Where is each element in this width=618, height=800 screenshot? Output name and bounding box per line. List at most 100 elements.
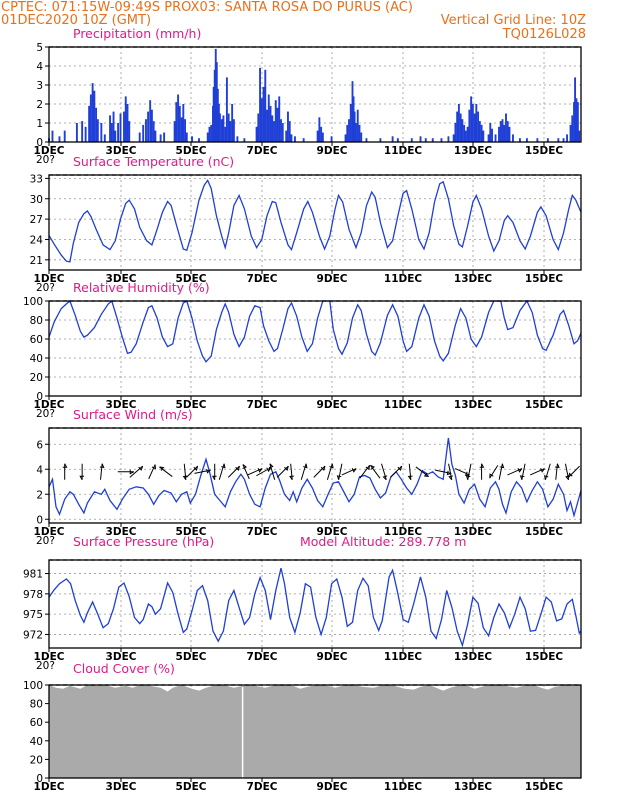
precip-bar — [302, 138, 305, 142]
precip-bar — [93, 90, 96, 142]
precip-bar — [243, 138, 246, 142]
precip-bar — [573, 102, 575, 142]
wind-arrowhead — [423, 472, 429, 478]
wind-arrow — [186, 465, 198, 478]
precip-bar — [379, 138, 382, 142]
wind-arrowhead — [79, 475, 85, 480]
precip-bar — [470, 96, 473, 142]
precip-bar — [396, 138, 399, 142]
panel-title: Cloud Cover (%) — [73, 661, 175, 676]
x-date-label: 11DEC — [384, 526, 423, 538]
y-tick-label: 20 — [30, 754, 43, 766]
y-tick-label: 0 — [36, 137, 43, 149]
precip-bar — [288, 121, 291, 142]
wind-arrowhead — [555, 463, 560, 469]
y-tick-label: 24 — [30, 234, 44, 246]
x-date-label: 13DEC — [454, 399, 493, 411]
precip-bar — [267, 94, 270, 142]
x-date-label: 5DEC — [176, 651, 207, 663]
precip-bar — [264, 69, 267, 142]
wind-arrowhead — [336, 475, 342, 480]
precip-bar — [576, 102, 579, 142]
precip-bar — [473, 113, 476, 142]
precip-bar — [191, 136, 193, 142]
precip-bar — [477, 111, 480, 142]
precip-bar — [571, 115, 574, 142]
x-date-label: 1DEC — [34, 273, 65, 285]
y-tick-label: 3 — [36, 80, 43, 92]
precip-bar — [114, 130, 117, 142]
precip-bar — [142, 124, 145, 142]
precip-bar — [232, 119, 235, 142]
wind-arrow — [256, 467, 271, 477]
precip-bar — [525, 138, 528, 142]
precip-bar — [103, 134, 106, 142]
precip-bar — [110, 123, 113, 142]
wind-arrow — [313, 465, 326, 478]
precip-bar — [75, 123, 78, 142]
precip-bar — [231, 104, 234, 142]
precip-bar — [173, 121, 176, 142]
cut-year-label: 20? — [36, 282, 55, 294]
series-line — [48, 437, 582, 519]
wind-arrowhead — [543, 475, 549, 480]
precip-bar — [185, 132, 188, 142]
x-date-label: 13DEC — [454, 273, 493, 285]
wind-arrowhead — [129, 469, 134, 475]
precip-bar — [419, 136, 422, 142]
y-tick-label: 981 — [23, 569, 43, 581]
precip-bar — [150, 109, 153, 142]
precip-bar — [255, 126, 258, 142]
precip-bar — [447, 136, 450, 142]
precip-bar — [198, 138, 200, 142]
precip-bar — [149, 100, 152, 142]
wind-arrow — [290, 463, 293, 480]
precip-bar — [287, 111, 289, 142]
panel-4: 0 2 4 6 1DEC 3DEC 5DEC 7DEC 9DEC 11DEC 13DEC 15DEC 2… — [34, 407, 582, 547]
precip-bar — [365, 138, 368, 142]
wind-arrow — [218, 463, 225, 480]
precip-bar — [236, 136, 239, 142]
x-date-label: 15DEC — [525, 399, 564, 411]
cut-year-label: 20? — [36, 408, 55, 420]
precip-bar — [505, 113, 507, 142]
x-date-label: 11DEC — [384, 781, 423, 793]
wind-arrowhead — [365, 465, 371, 471]
x-date-label: 3DEC — [106, 145, 137, 157]
precip-bar — [562, 138, 565, 142]
wind-arrow — [242, 464, 250, 480]
x-date-label: 1DEC — [34, 145, 65, 157]
precip-bar — [410, 138, 413, 142]
precip-bar — [452, 134, 455, 142]
precip-bar — [257, 113, 260, 142]
precip-bar — [112, 111, 115, 142]
precip-bar — [344, 134, 347, 142]
wind-arrow — [467, 463, 472, 480]
wind-arrow — [326, 463, 333, 480]
precip-bar — [84, 126, 87, 142]
precip-bar — [464, 130, 467, 142]
x-date-label: 15DEC — [525, 145, 564, 157]
precip-bar — [501, 119, 504, 142]
panel-title: Precipitation (mm/h) — [73, 26, 201, 41]
y-tick-label: 21 — [30, 255, 43, 267]
precip-bar — [89, 94, 92, 142]
wind-arrowhead — [567, 472, 573, 478]
y-tick-label: 4 — [36, 464, 43, 476]
precip-bar — [285, 130, 288, 142]
wind-arrow — [338, 463, 343, 480]
precip-bar — [424, 138, 427, 142]
wind-arrowhead — [446, 470, 452, 476]
x-date-label: 7DEC — [247, 526, 278, 538]
wind-arrow — [489, 465, 499, 479]
panel-title: Relative Humidity (%) — [73, 280, 210, 295]
precip-bar — [351, 81, 354, 142]
x-date-label: 5DEC — [176, 781, 207, 793]
precip-bar — [454, 123, 457, 142]
precip-bar — [461, 119, 464, 142]
precip-bar — [229, 121, 232, 142]
x-date-label: 9DEC — [317, 651, 348, 663]
x-date-label: 5DEC — [176, 399, 207, 411]
precip-bar — [457, 104, 460, 142]
